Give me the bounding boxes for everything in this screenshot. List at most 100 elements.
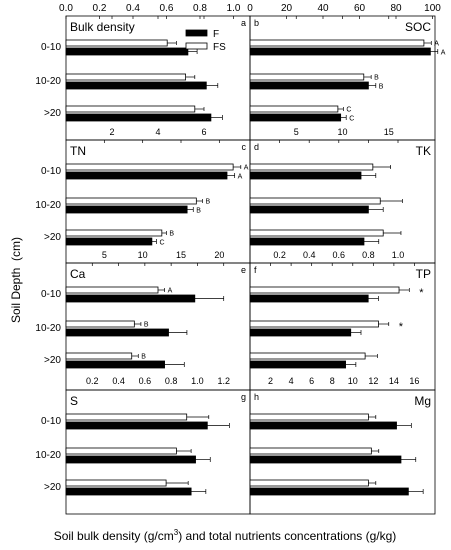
sig-letter-f: A [238,174,243,181]
sig-star: * [419,287,424,299]
legend-swatch-f [185,29,208,37]
top-tick-label-left: 0.2 [93,3,107,14]
bar-fs [249,479,369,487]
sig-letter-f: A [441,50,446,57]
panel-letter: c [242,142,247,152]
tick-label: 8 [330,376,335,386]
bar-f [65,421,208,430]
category-label: 0-10 [41,289,61,300]
top-tick-label-right: 20 [281,3,293,14]
tick-label: 1.0 [392,250,405,260]
tick-label: 10 [348,376,358,386]
tick-label: 0.2 [86,376,99,386]
top-tick-label-right: 60 [354,3,366,14]
tick-label: 15 [384,127,394,137]
bar-fs [65,479,167,487]
bar-f [65,47,189,56]
tick-label: 2 [268,376,273,386]
bar-fs [249,229,384,237]
panel-title: Ca [70,267,86,281]
bar-f [65,205,188,214]
category-label: >20 [44,355,61,366]
panel-a: Bulk density a 2 4 6 [65,15,251,141]
panel-e: Ca e A B B 0.2 0.4 0.6 0.8 1.0 1.2 [65,262,251,391]
bar-fs [65,73,186,81]
panel-h: h Mg [249,389,436,515]
bar-fs [249,197,381,205]
bar-fs [249,286,400,294]
panel-d: d TK 0.2 0.4 0.6 0.8 1.0 [249,139,436,264]
panel-letter: b [254,18,259,28]
x-axis-label-tail: ) and total nutrients concentrations (g/… [178,529,396,543]
bar-fs [249,163,374,171]
category-label: 0-10 [41,42,61,53]
tick-label: 4 [155,127,160,137]
bar-f [249,455,402,464]
sig-letter-fs: A [168,288,173,295]
bar-f [65,455,196,464]
bar-f [65,171,228,180]
tick-label: 6 [201,127,206,137]
tick-label: 0.2 [273,250,286,260]
tick-label: 0.4 [303,250,316,260]
tick-label: 0.8 [362,250,375,260]
bar-f [249,205,369,214]
sig-letter-fs: A [244,165,249,172]
tick-label: 5 [102,250,107,260]
panel-letter: e [241,265,246,275]
bar-fs [65,163,234,171]
tick-label: 1.0 [191,376,204,386]
tick-label: 6 [309,376,314,386]
bar-f [249,171,362,180]
tick-label: 2 [109,127,114,137]
top-tick-label-left: 0.0 [59,3,73,14]
top-axis: 0.0 0.2 0.4 0.6 0.8 1.0 0 20 40 60 80 100 [59,3,441,19]
panel-letter: a [241,18,246,28]
x-axis-label-superscript: 3 [174,528,179,537]
panel-title: TP [416,267,431,281]
top-tick-label-left: 1.0 [227,3,241,14]
top-tick-label-right: 0 [247,3,253,14]
category-label: 0-10 [41,166,61,177]
top-tick-label-right: 100 [424,3,441,14]
category-label: 10-20 [35,450,61,461]
sig-letter-f: C [159,240,164,247]
bar-fs [249,105,339,113]
sig-letter-fs: A [434,41,439,48]
legend-swatch-fs [185,42,208,50]
category-label: 0-10 [41,416,61,427]
top-tick-label-right: 80 [390,3,402,14]
panel-f: f TP * * 2 4 6 8 10 12 14 16 [249,262,436,391]
bar-fs [65,39,168,47]
top-tick-label-left: 0.8 [193,3,207,14]
category-label: >20 [44,482,61,493]
bar-fs [249,352,366,360]
sig-letter-fs: B [374,75,379,82]
legend-label-fs: FS [213,42,226,53]
sig-letter-fs: B [144,322,149,329]
bar-fs [65,447,177,455]
top-tick-label-left: 0.6 [160,3,174,14]
tick-label: 1.2 [217,376,230,386]
tick-label: 0.6 [333,250,346,260]
bar-f [249,421,397,430]
legend: F FS [185,29,226,53]
tick-label: 12 [368,376,378,386]
sig-letter-fs: B [205,199,210,206]
category-label: 10-20 [35,76,61,87]
bar-fs [65,320,135,328]
bar-fs [249,447,372,455]
bar-f [249,360,346,369]
y-axis-label: Soil Depth (cm) [9,237,23,323]
sig-letter-fs: C [346,107,351,114]
panel-letter: f [254,265,257,275]
tick-label: 10 [337,127,347,137]
bar-f [249,294,369,303]
panel-letter: d [254,142,259,152]
bar-f [249,81,369,90]
bar-f [65,360,165,369]
bar-f [249,328,352,337]
sig-letter-fs: B [141,354,146,361]
